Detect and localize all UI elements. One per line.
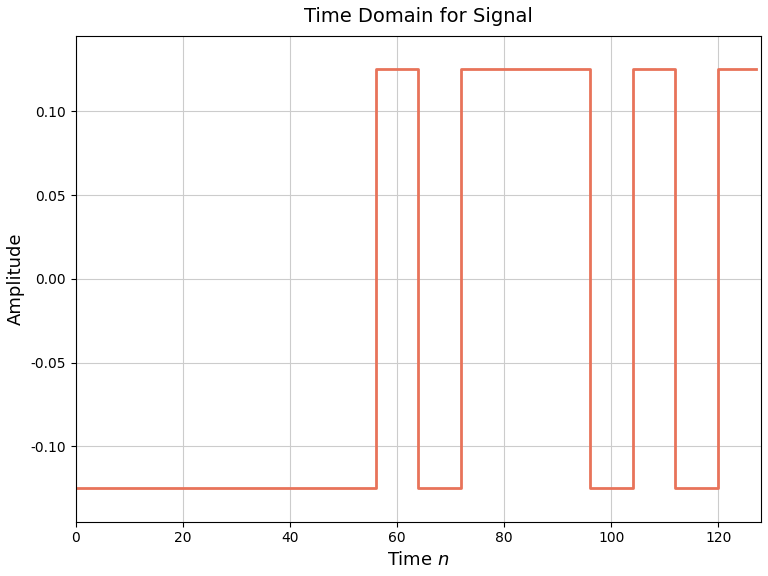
Y-axis label: Amplitude: Amplitude	[7, 233, 25, 325]
X-axis label: Time $n$: Time $n$	[387, 551, 450, 569]
Title: Time Domain for Signal: Time Domain for Signal	[304, 7, 533, 26]
